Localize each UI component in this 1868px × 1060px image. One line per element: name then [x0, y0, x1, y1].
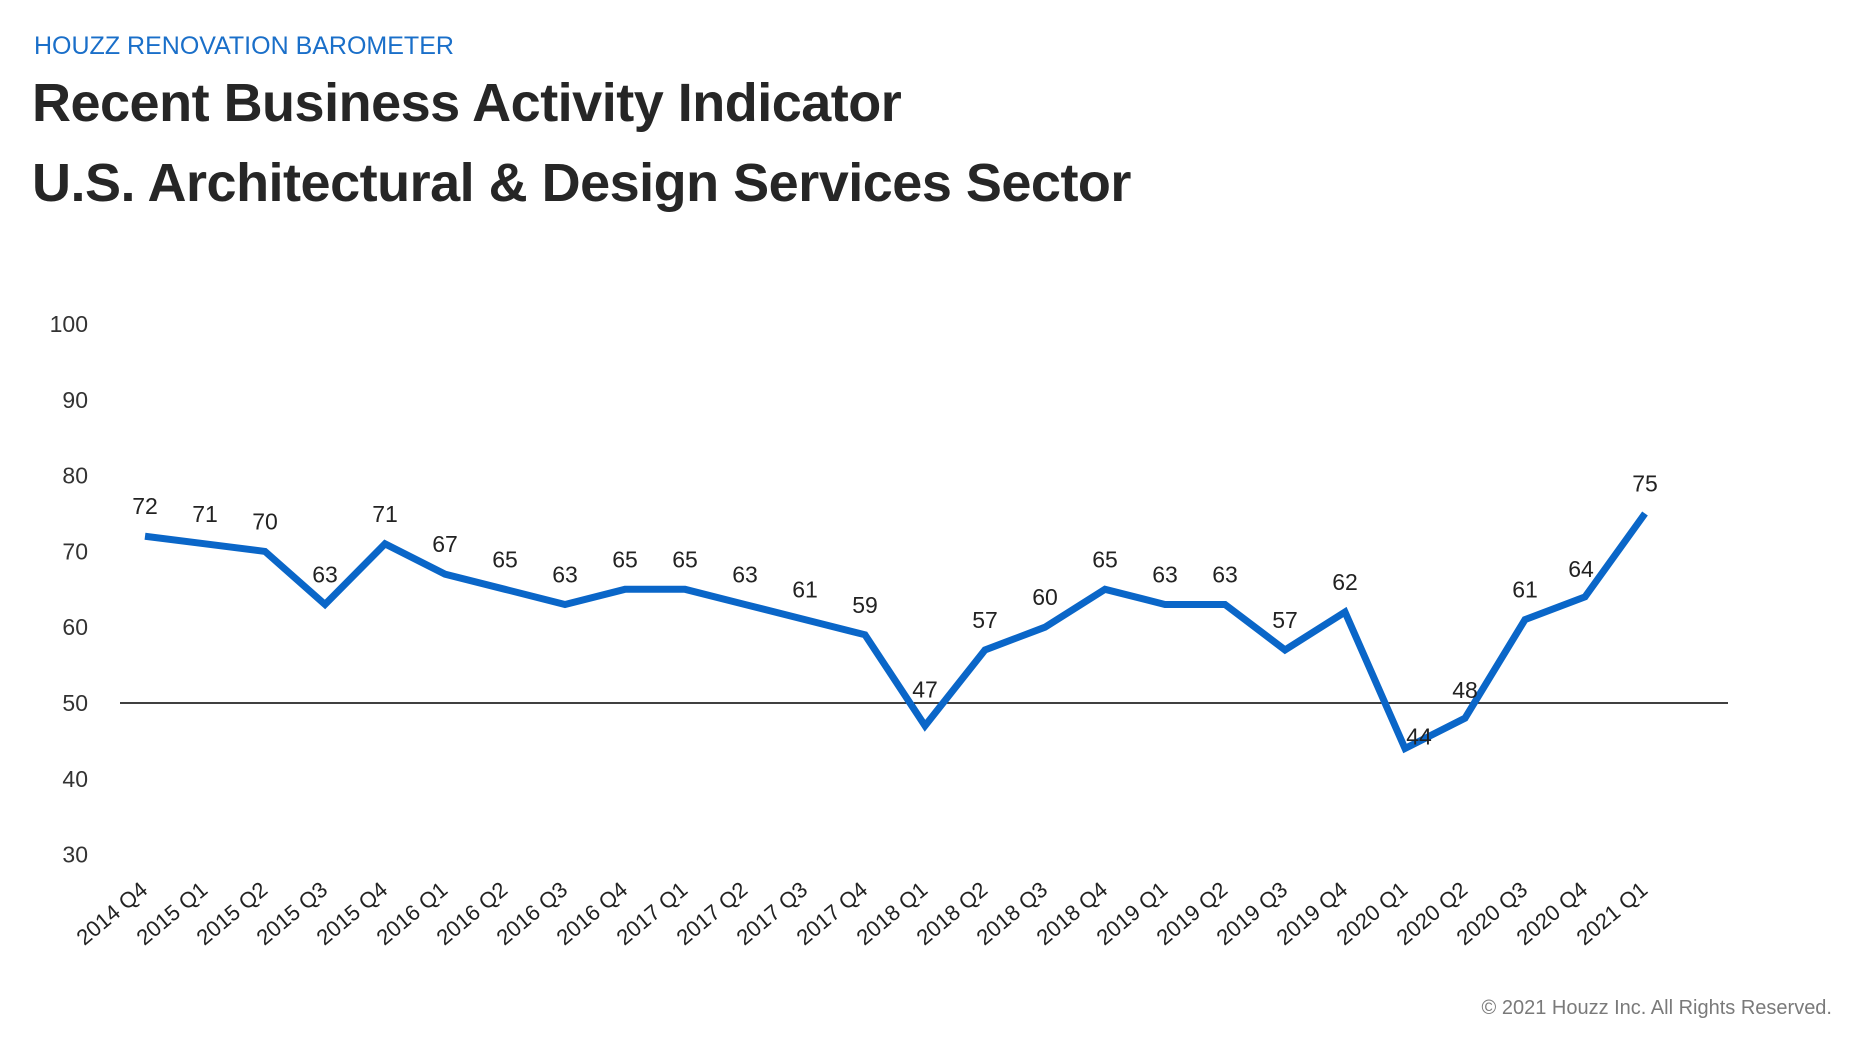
data-label: 70 — [252, 508, 278, 534]
data-label: 63 — [312, 561, 338, 587]
data-label: 63 — [552, 561, 578, 587]
data-label: 67 — [432, 531, 458, 557]
data-label: 72 — [132, 493, 158, 519]
page-title-line-1: Recent Business Activity Indicator — [32, 73, 902, 133]
y-tick-label: 100 — [50, 311, 88, 337]
y-axis-ticks: 100 90 80 70 60 50 40 30 — [50, 311, 88, 868]
data-label: 60 — [1032, 584, 1058, 610]
brand-subtitle: HOUZZ RENOVATION BAROMETER — [34, 32, 454, 60]
y-tick-label: 80 — [62, 463, 88, 489]
data-label: 63 — [732, 561, 758, 587]
data-points — [144, 513, 1646, 749]
data-label: 63 — [1212, 561, 1238, 587]
y-tick-label: 70 — [62, 538, 88, 564]
y-tick-label: 60 — [62, 614, 88, 640]
data-label: 61 — [792, 577, 818, 603]
data-label: 48 — [1452, 677, 1478, 703]
data-label: 63 — [1152, 561, 1178, 587]
y-tick-label: 30 — [62, 842, 88, 868]
y-tick-label: 50 — [62, 690, 88, 716]
data-label: 44 — [1406, 723, 1432, 749]
page-title-line-2: U.S. Architectural & Design Services Sec… — [32, 153, 1131, 213]
data-label: 75 — [1632, 471, 1658, 497]
data-label: 57 — [1272, 607, 1298, 633]
y-tick-label: 90 — [62, 387, 88, 413]
data-label: 71 — [372, 501, 398, 527]
data-label: 62 — [1332, 569, 1358, 595]
copyright-footer: © 2021 Houzz Inc. All Rights Reserved. — [1481, 997, 1832, 1019]
data-label: 65 — [1092, 546, 1118, 572]
y-tick-label: 40 — [62, 766, 88, 792]
data-label: 65 — [492, 546, 518, 572]
data-label: 71 — [192, 501, 218, 527]
data-label: 65 — [672, 546, 698, 572]
data-label: 64 — [1568, 556, 1594, 582]
series-line — [144, 511, 1648, 754]
data-labels: 72 71 70 63 71 67 65 63 65 65 63 61 59 47 57 60 65 63 63 57… — [132, 471, 1658, 750]
data-label: 65 — [612, 546, 638, 572]
data-label: 57 — [972, 607, 998, 633]
data-label: 47 — [912, 677, 938, 703]
data-label: 61 — [1512, 577, 1538, 603]
data-label: 59 — [852, 592, 878, 618]
